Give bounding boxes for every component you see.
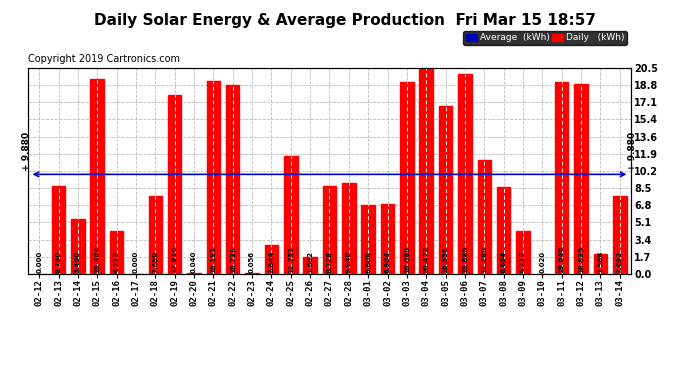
Text: + 9.880: + 9.880: [628, 132, 637, 171]
Bar: [439, 106, 453, 274]
Text: 0.020: 0.020: [540, 251, 545, 273]
Text: 19.192: 19.192: [210, 246, 217, 273]
Bar: [342, 183, 355, 274]
Text: 0.000: 0.000: [133, 251, 139, 273]
Text: 16.656: 16.656: [442, 246, 448, 273]
Legend: Average  (kWh), Daily   (kWh): Average (kWh), Daily (kWh): [463, 31, 627, 45]
Bar: [420, 68, 433, 274]
Text: 19.880: 19.880: [462, 246, 468, 273]
Text: 1.988: 1.988: [598, 251, 603, 273]
Text: 11.288: 11.288: [482, 246, 487, 273]
Text: 19.040: 19.040: [559, 246, 564, 273]
Text: 7.692: 7.692: [617, 251, 623, 273]
Bar: [323, 186, 336, 274]
Bar: [516, 231, 530, 274]
Text: 8.728: 8.728: [326, 251, 333, 273]
Bar: [593, 254, 607, 274]
Bar: [304, 257, 317, 274]
Bar: [148, 196, 162, 274]
Text: Copyright 2019 Cartronics.com: Copyright 2019 Cartronics.com: [28, 54, 179, 64]
Bar: [206, 81, 220, 274]
Text: + 9.880: + 9.880: [22, 132, 31, 171]
Text: 0.056: 0.056: [249, 251, 255, 273]
Text: 18.836: 18.836: [578, 246, 584, 273]
Bar: [362, 205, 375, 274]
Bar: [265, 245, 278, 274]
Bar: [613, 196, 627, 274]
Bar: [381, 204, 394, 274]
Bar: [71, 219, 85, 274]
Text: 1.692: 1.692: [307, 251, 313, 273]
Text: 4.212: 4.212: [520, 251, 526, 273]
Bar: [226, 86, 239, 274]
Bar: [90, 78, 104, 274]
Text: 11.752: 11.752: [288, 246, 294, 273]
Bar: [458, 74, 472, 274]
Text: 8.664: 8.664: [501, 251, 506, 273]
Text: 0.000: 0.000: [36, 251, 42, 273]
Text: 0.040: 0.040: [191, 251, 197, 273]
Bar: [555, 82, 569, 274]
Bar: [52, 186, 66, 274]
Text: 18.728: 18.728: [230, 246, 236, 273]
Text: 7.690: 7.690: [152, 251, 158, 273]
Bar: [400, 82, 413, 274]
Text: 5.400: 5.400: [75, 251, 81, 273]
Text: 19.404: 19.404: [95, 245, 100, 273]
Text: 8.760: 8.760: [56, 251, 61, 273]
Text: 19.080: 19.080: [404, 246, 410, 273]
Bar: [187, 273, 201, 274]
Text: Daily Solar Energy & Average Production  Fri Mar 15 18:57: Daily Solar Energy & Average Production …: [94, 13, 596, 28]
Bar: [497, 187, 511, 274]
Text: 17.816: 17.816: [172, 246, 177, 273]
Text: 6.808: 6.808: [365, 251, 371, 273]
Bar: [110, 231, 124, 274]
Text: 6.904: 6.904: [384, 251, 391, 273]
Text: 9.048: 9.048: [346, 251, 352, 273]
Text: 20.472: 20.472: [423, 246, 429, 273]
Bar: [574, 84, 588, 274]
Bar: [284, 156, 297, 274]
Bar: [246, 273, 259, 274]
Text: 2.844: 2.844: [268, 251, 275, 273]
Text: 4.212: 4.212: [114, 251, 119, 273]
Bar: [168, 94, 181, 274]
Bar: [477, 160, 491, 274]
